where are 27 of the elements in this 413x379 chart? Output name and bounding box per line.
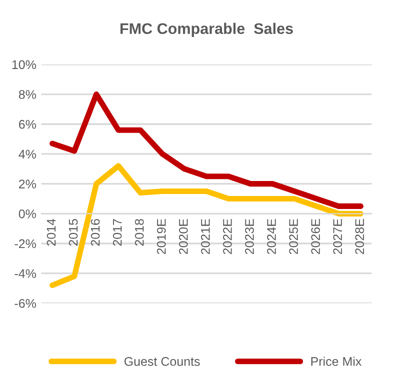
y-tick-label: 4% (18, 150, 36, 159)
y-tick-label: 2% (19, 180, 36, 188)
x-tick-label: 2022E (223, 219, 232, 254)
x-tick-label: 2024E (267, 219, 276, 254)
y-tick-label: 8% (18, 90, 36, 99)
x-tick-label: 2026E (311, 219, 320, 254)
y-tick-label: -6% (14, 299, 36, 308)
x-tick-label: 2027E (333, 219, 342, 254)
x-tick-label: 2019E (156, 219, 166, 254)
y-tick-label: 6% (19, 120, 36, 129)
y-tick-label: 10% (12, 60, 36, 70)
legend-label: Price Mix (311, 356, 362, 366)
x-tick-label: 2020E (178, 219, 188, 254)
y-tick-label: -2% (14, 239, 36, 248)
legend-label: Guest Counts (124, 357, 200, 366)
x-tick-label: 2014 (46, 218, 56, 246)
x-tick-label: 2015 (68, 219, 78, 246)
x-tick-label: 2028E (355, 219, 364, 254)
y-tick-label: 0% (18, 209, 36, 218)
chart-title: FMC Comparable Sales (120, 22, 293, 38)
x-tick-label: 2017 (112, 219, 122, 246)
y-tick-label: -4% (14, 269, 36, 278)
x-tick-label: 2018 (134, 219, 144, 246)
x-tick-label: 2016 (90, 219, 100, 246)
x-tick-label: 2023E (245, 219, 254, 254)
x-tick-label: 2021E (201, 219, 210, 254)
x-tick-label: 2025E (289, 219, 298, 254)
